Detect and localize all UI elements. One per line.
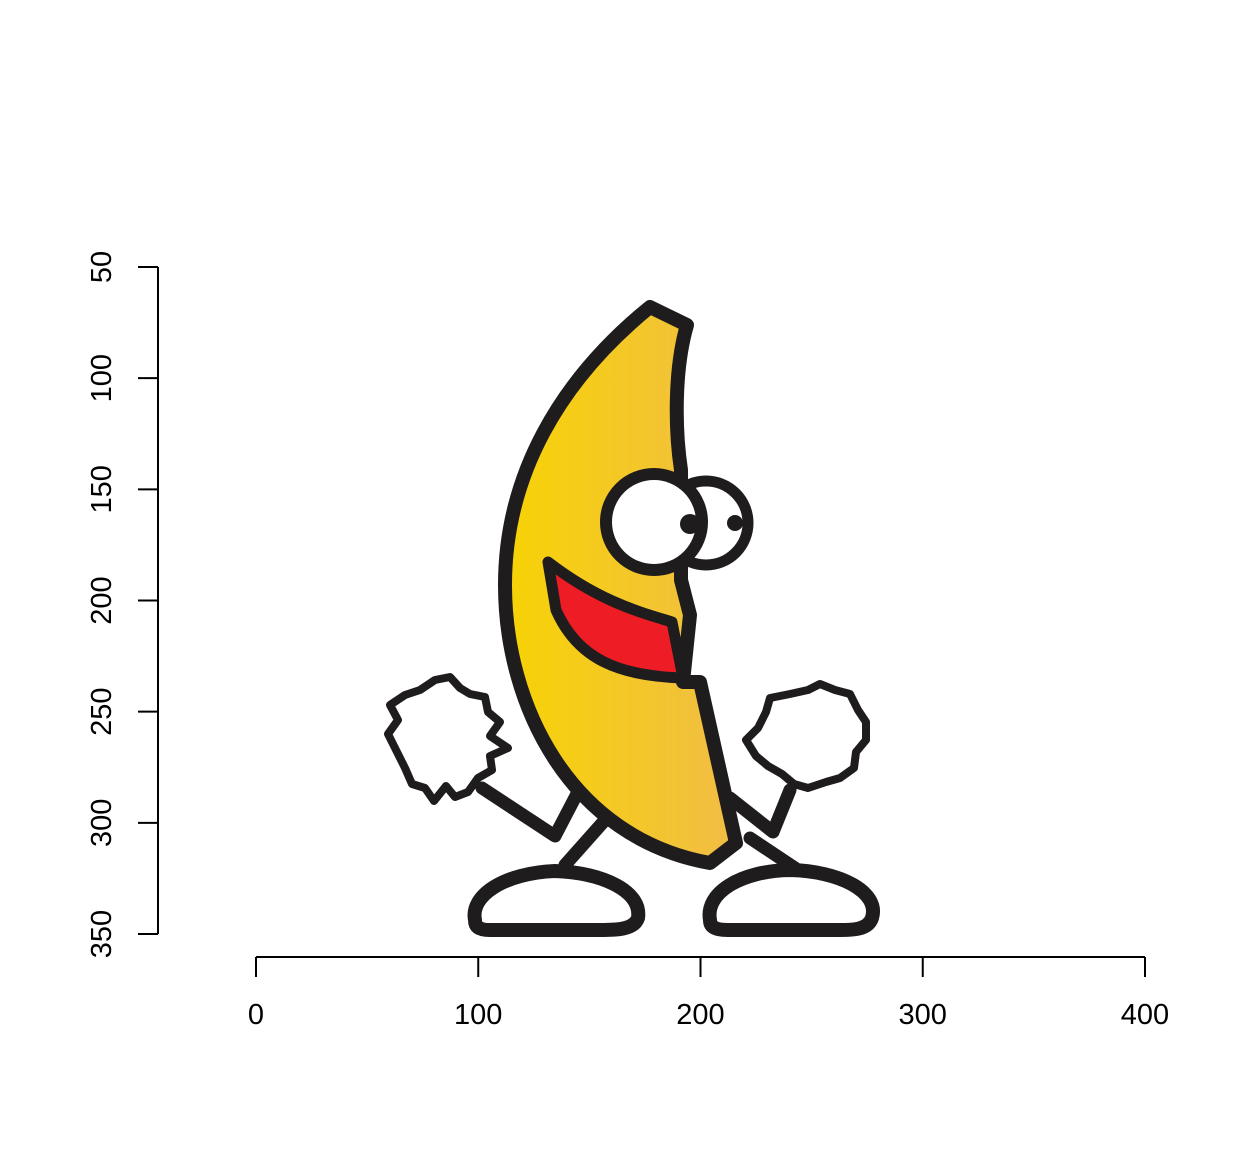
y-tick-label: 100 xyxy=(86,354,118,402)
y-tick-label: 150 xyxy=(86,465,118,513)
y-tick-label: 250 xyxy=(86,687,118,735)
left-eye xyxy=(600,468,708,576)
banana-body xyxy=(498,300,743,870)
right-shoe xyxy=(702,863,880,937)
dancing-banana-icon xyxy=(384,300,880,937)
x-tick-label: 300 xyxy=(899,999,947,1031)
x-tick-label: 100 xyxy=(454,999,502,1031)
x-ticks: 0 100 200 300 400 xyxy=(248,957,1169,1031)
x-axis: 0 100 200 300 400 xyxy=(248,956,1169,1031)
y-tick-label: 350 xyxy=(86,910,118,958)
y-tick-label: 200 xyxy=(86,576,118,624)
x-tick-label: 200 xyxy=(676,999,724,1031)
x-tick-label: 400 xyxy=(1121,999,1169,1031)
y-ticks: 50 100 150 200 250 300 350 xyxy=(86,251,158,958)
left-pupil xyxy=(680,514,700,534)
arms xyxy=(475,781,797,843)
y-tick-label: 50 xyxy=(86,251,118,283)
mouth xyxy=(542,556,689,684)
left-shoe xyxy=(467,864,646,937)
y-tick-label: 300 xyxy=(86,799,118,847)
left-pom-pom xyxy=(384,673,512,805)
y-axis: 50 100 150 200 250 300 350 xyxy=(86,251,159,958)
legs xyxy=(558,813,802,875)
right-pom-pom xyxy=(742,680,870,792)
x-tick-label: 0 xyxy=(248,999,264,1031)
right-pupil xyxy=(727,515,743,531)
